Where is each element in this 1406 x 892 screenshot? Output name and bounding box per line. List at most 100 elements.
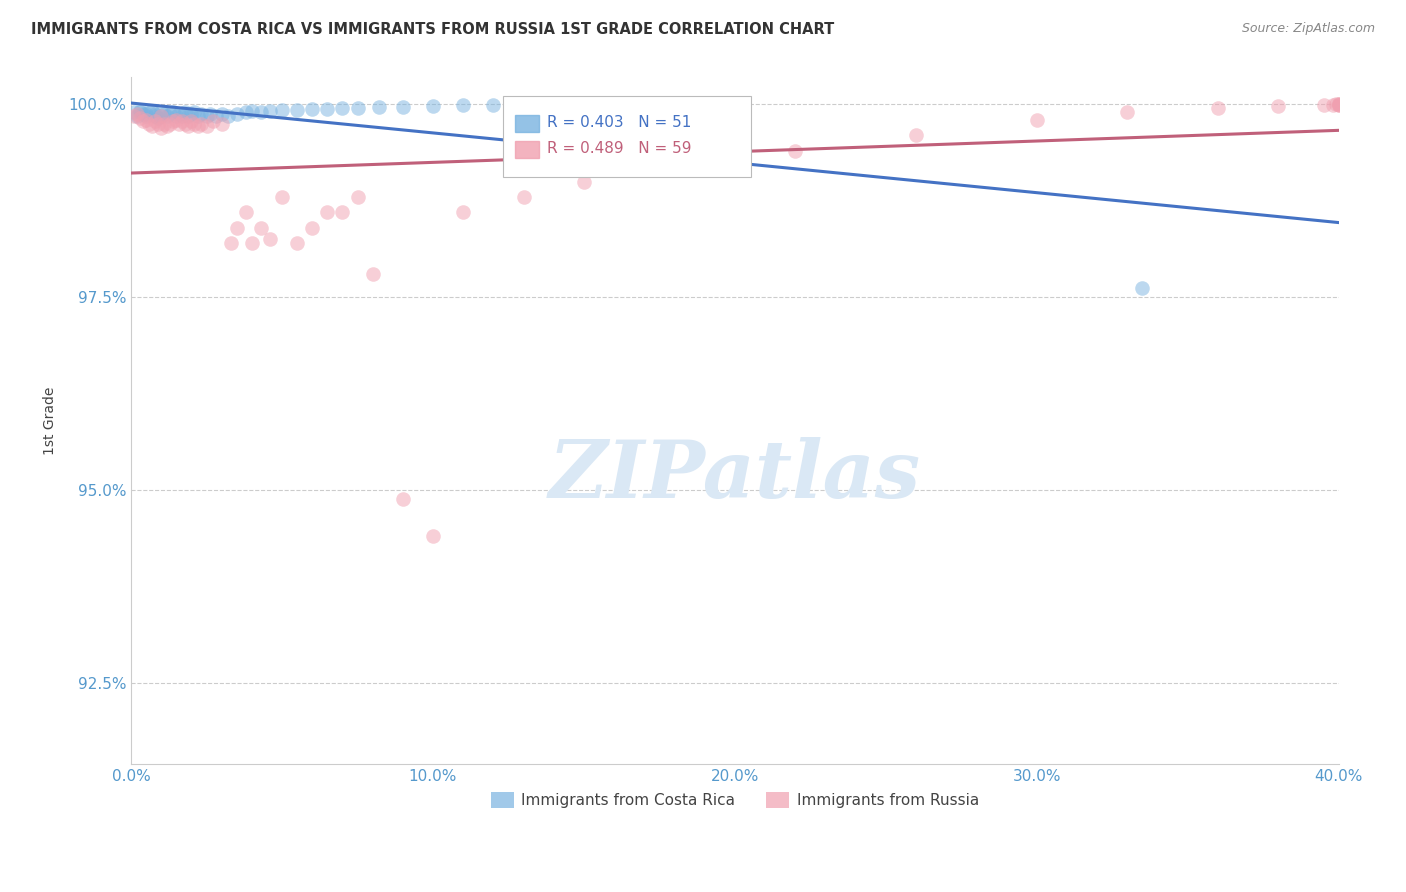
Point (195, 109, 218, 123)
Point (240, 236, 263, 251)
Point (211, 117, 233, 131)
Point (225, 106, 247, 120)
Point (316, 205, 339, 219)
Point (1206, 101, 1229, 115)
Point (143, 106, 166, 120)
Point (183, 105, 205, 120)
Point (201, 114, 224, 128)
Legend: Immigrants from Costa Rica, Immigrants from Russia: Immigrants from Costa Rica, Immigrants f… (485, 787, 986, 814)
Point (1312, 98, 1334, 112)
Point (129, 103, 152, 118)
Point (162, 105, 184, 120)
Point (1267, 99, 1289, 113)
Point (150, 109, 173, 123)
Point (271, 103, 294, 117)
Point (572, 97, 595, 112)
Point (285, 236, 308, 251)
Point (143, 114, 166, 128)
Point (135, 112, 157, 127)
Point (204, 109, 226, 123)
Point (150, 105, 173, 120)
Point (219, 236, 242, 251)
Point (301, 102, 323, 116)
Point (177, 109, 200, 123)
Point (122, 105, 145, 120)
Point (240, 103, 263, 118)
Point (174, 105, 197, 120)
Point (572, 175, 595, 189)
Point (1327, 98, 1350, 112)
Point (156, 109, 179, 123)
Point (785, 144, 807, 158)
Point (259, 232, 281, 246)
Point (153, 106, 176, 120)
Point (156, 119, 179, 133)
Text: ZIPatlas: ZIPatlas (548, 437, 921, 515)
Point (190, 117, 212, 131)
FancyBboxPatch shape (503, 96, 751, 177)
Point (143, 109, 166, 123)
Text: IMMIGRANTS FROM COSTA RICA VS IMMIGRANTS FROM RUSSIA 1ST GRADE CORRELATION CHART: IMMIGRANTS FROM COSTA RICA VS IMMIGRANTS… (31, 22, 834, 37)
Point (129, 105, 152, 120)
Text: Source: ZipAtlas.com: Source: ZipAtlas.com (1241, 22, 1375, 36)
Bar (515, 115, 540, 132)
Point (367, 100, 389, 114)
Point (332, 205, 354, 219)
Point (127, 109, 149, 123)
Point (301, 220, 323, 235)
Point (235, 205, 257, 219)
Point (271, 190, 294, 204)
Point (512, 97, 534, 112)
Point (1324, 97, 1347, 112)
Point (235, 105, 257, 120)
Point (150, 109, 173, 123)
Point (180, 114, 202, 128)
Point (132, 114, 155, 128)
Point (150, 120, 173, 135)
Point (127, 106, 149, 120)
Point (165, 109, 187, 123)
Point (451, 205, 474, 219)
Point (180, 106, 202, 120)
Point (225, 220, 247, 235)
Point (1327, 97, 1350, 112)
Point (132, 106, 155, 120)
Point (391, 492, 413, 507)
Point (422, 529, 444, 543)
Point (138, 117, 160, 131)
Point (1132, 281, 1154, 295)
Point (172, 109, 194, 123)
Point (186, 109, 208, 123)
Point (135, 106, 157, 120)
Point (153, 117, 176, 131)
Point (141, 103, 163, 118)
Point (1025, 112, 1047, 127)
Point (250, 220, 273, 235)
Point (250, 105, 273, 120)
Point (346, 190, 368, 204)
Point (217, 109, 239, 123)
Y-axis label: 1st Grade: 1st Grade (44, 386, 58, 455)
Point (172, 114, 194, 128)
Point (1116, 105, 1139, 120)
Point (1327, 98, 1350, 112)
Point (162, 114, 184, 128)
Point (422, 99, 444, 113)
Point (211, 106, 233, 120)
Point (186, 119, 208, 133)
Point (482, 98, 505, 112)
Point (183, 117, 205, 131)
Point (391, 100, 413, 114)
Point (174, 117, 197, 131)
Point (346, 101, 368, 115)
Point (129, 112, 152, 126)
Text: R = 0.489   N = 59: R = 0.489 N = 59 (547, 141, 690, 156)
Point (190, 106, 212, 120)
Point (512, 190, 534, 204)
Point (905, 128, 928, 143)
Point (122, 109, 145, 123)
Point (316, 102, 339, 116)
Point (361, 267, 384, 281)
Point (332, 101, 354, 115)
Point (135, 109, 157, 123)
